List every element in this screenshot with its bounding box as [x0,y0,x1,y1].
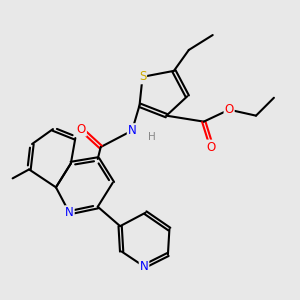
Text: N: N [128,124,136,137]
Text: H: H [148,132,155,142]
Text: N: N [140,260,148,273]
Text: S: S [139,70,146,83]
Text: N: N [65,206,74,219]
Text: O: O [207,140,216,154]
Text: O: O [224,103,234,116]
Text: O: O [77,123,86,136]
